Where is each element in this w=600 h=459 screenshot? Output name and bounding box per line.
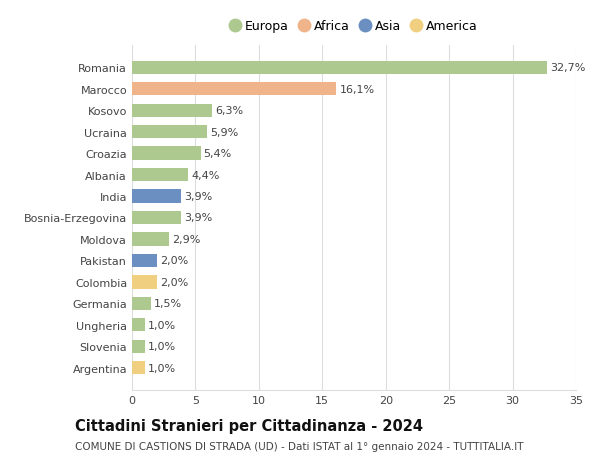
Bar	[132, 254, 157, 268]
Text: 5,9%: 5,9%	[210, 128, 238, 137]
Text: COMUNE DI CASTIONS DI STRADA (UD) - Dati ISTAT al 1° gennaio 2024 - TUTTITALIA.I: COMUNE DI CASTIONS DI STRADA (UD) - Dati…	[75, 441, 523, 451]
Bar	[132, 147, 200, 161]
Bar	[132, 104, 212, 118]
Bar	[132, 212, 181, 224]
Text: 1,0%: 1,0%	[148, 320, 176, 330]
Text: 2,0%: 2,0%	[161, 277, 189, 287]
Text: 4,4%: 4,4%	[191, 170, 220, 180]
Text: 16,1%: 16,1%	[340, 84, 374, 95]
Text: 32,7%: 32,7%	[550, 63, 586, 73]
Text: 2,9%: 2,9%	[172, 235, 200, 245]
Text: Cittadini Stranieri per Cittadinanza - 2024: Cittadini Stranieri per Cittadinanza - 2…	[75, 419, 423, 434]
Bar	[132, 275, 157, 289]
Text: 1,0%: 1,0%	[148, 341, 176, 352]
Text: 1,5%: 1,5%	[154, 299, 182, 308]
Text: 3,9%: 3,9%	[185, 191, 213, 202]
Bar	[132, 233, 169, 246]
Bar	[132, 361, 145, 375]
Legend: Europa, Africa, Asia, America: Europa, Africa, Asia, America	[227, 18, 481, 36]
Text: 3,9%: 3,9%	[185, 213, 213, 223]
Bar	[132, 126, 207, 139]
Bar	[132, 340, 145, 353]
Text: 6,3%: 6,3%	[215, 106, 243, 116]
Bar	[132, 62, 547, 75]
Text: 1,0%: 1,0%	[148, 363, 176, 373]
Text: 2,0%: 2,0%	[161, 256, 189, 266]
Bar	[132, 319, 145, 332]
Text: 5,4%: 5,4%	[203, 149, 232, 159]
Bar	[132, 168, 188, 182]
Bar	[132, 190, 181, 203]
Bar	[132, 83, 336, 96]
Bar	[132, 297, 151, 310]
